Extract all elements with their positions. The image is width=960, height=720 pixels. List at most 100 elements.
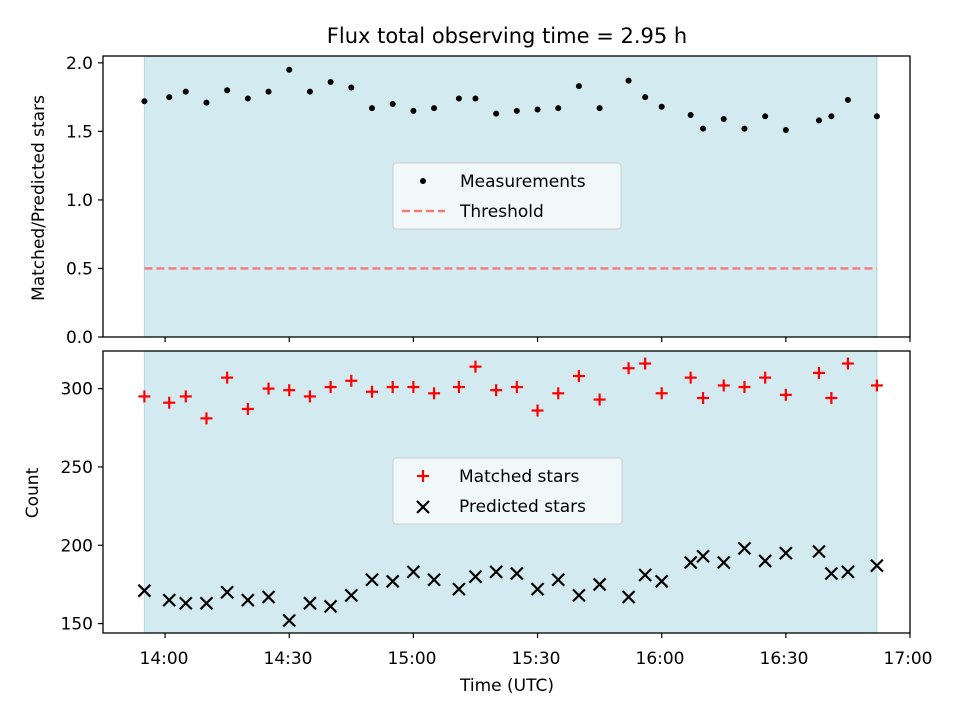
measurement-point — [782, 127, 789, 134]
predicted-star-point — [365, 572, 379, 587]
predicted-star-point — [162, 593, 176, 607]
matched-star-point — [510, 381, 523, 394]
y-tick-label: 200 — [61, 536, 93, 556]
measurement-point — [625, 77, 632, 84]
predicted-star-point — [468, 569, 483, 584]
measurement-point — [327, 79, 334, 86]
measurement-point — [265, 88, 272, 95]
ratio-legend: Measurements Threshold — [392, 162, 622, 230]
matched-star-point — [366, 385, 378, 398]
predicted-legend-label: Predicted stars — [459, 497, 586, 517]
predicted-star-point — [261, 590, 276, 604]
chart-title: Flux total observing time = 2.95 h — [327, 24, 687, 48]
predicted-star-point — [638, 568, 652, 582]
predicted-star-point — [406, 565, 421, 579]
measurement-point — [286, 66, 293, 73]
ratio-y-axis-label: Matched/Predicted stars — [29, 95, 49, 301]
measurement-point — [472, 95, 479, 102]
matched-star-point — [655, 387, 668, 400]
measurements-legend-marker — [420, 178, 426, 184]
matched-star-point — [717, 379, 730, 392]
matched-star-point — [825, 392, 838, 404]
matched-star-point — [386, 381, 399, 394]
matched-star-point — [490, 384, 503, 397]
predicted-star-point — [841, 565, 855, 579]
predicted-star-point — [621, 590, 636, 604]
matched-star-point — [759, 371, 772, 384]
measurement-point — [815, 117, 822, 124]
matched-star-point — [324, 381, 337, 394]
x-tick-label: 15:00 — [388, 649, 437, 669]
predicted-star-point — [870, 558, 884, 573]
matched-star-point — [303, 390, 316, 403]
matched-star-point — [469, 360, 482, 373]
matched-star-point — [241, 402, 254, 415]
measurement-point — [534, 106, 541, 113]
predicted-star-point — [489, 565, 503, 579]
y-tick-label: 1.5 — [66, 122, 93, 142]
measurement-point — [224, 87, 231, 94]
measurement-point — [642, 94, 649, 101]
x-axis-label: Time (UTC) — [459, 676, 554, 696]
predicted-star-point — [812, 544, 826, 559]
predicted-star-point — [241, 593, 255, 607]
measurement-point — [513, 107, 520, 114]
matched-star-point — [738, 381, 751, 394]
measurement-point — [348, 84, 355, 91]
matched-star-point — [552, 387, 565, 400]
predicted-legend-marker — [416, 500, 430, 514]
axes-frame — [102, 55, 911, 338]
matched-star-point — [639, 357, 652, 370]
matched-star-point — [407, 381, 420, 394]
predicted-star-point — [385, 574, 400, 589]
measurement-point — [166, 94, 173, 101]
predicted-star-point — [716, 555, 731, 570]
x-tick-label: 15:30 — [512, 649, 561, 669]
matched-star-point — [345, 374, 358, 387]
y-tick-label: 300 — [61, 380, 93, 400]
measurement-point — [455, 95, 462, 102]
matched-legend-label: Matched stars — [459, 467, 579, 487]
predicted-star-point — [572, 588, 586, 603]
matched-star-point — [531, 404, 544, 417]
measurement-point — [493, 110, 500, 117]
measurement-point — [720, 116, 727, 123]
x-tick-label: 14:30 — [264, 649, 313, 669]
predicted-star-point — [696, 549, 710, 564]
measurement-point — [410, 107, 417, 114]
measurement-point — [389, 100, 396, 107]
predicted-star-point — [592, 577, 607, 592]
matched-star-point — [841, 357, 854, 370]
y-tick-label: 150 — [61, 615, 93, 635]
measurement-point — [741, 125, 748, 132]
measurement-point — [844, 96, 851, 103]
measurement-point — [369, 105, 375, 112]
y-tick-label: 2.0 — [66, 54, 93, 74]
predicted-star-point — [551, 572, 566, 587]
measurement-point — [687, 111, 694, 118]
x-tick-label: 17:00 — [884, 649, 933, 669]
measurement-point — [431, 105, 438, 112]
count-y-axis-label: Count — [23, 467, 43, 518]
matched-star-point — [684, 371, 697, 384]
predicted-star-point — [344, 588, 359, 603]
x-axis-tick-labels: 14:00 14:30 15:00 15:30 16:00 16:30 17:0… — [140, 649, 933, 669]
measurement-point — [575, 83, 582, 90]
axes-frame — [102, 350, 911, 634]
matched-star-point — [452, 381, 465, 394]
y-tick-label: 0.5 — [66, 259, 93, 279]
y-tick-label: 250 — [61, 458, 93, 478]
y-tick-label: 0.0 — [66, 328, 93, 348]
count-legend: Matched stars Predicted stars — [392, 457, 623, 525]
predicted-star-point — [758, 554, 772, 568]
predicted-star-point — [220, 585, 234, 600]
measurement-point — [873, 113, 880, 120]
matched-star-point — [163, 396, 176, 409]
matched-star-point — [428, 387, 441, 400]
predicted-star-point — [427, 572, 441, 587]
matched-star-point — [779, 388, 792, 401]
measurement-point — [828, 113, 835, 120]
y-tick-label: 1.0 — [66, 191, 93, 211]
predicted-star-point — [137, 583, 152, 598]
